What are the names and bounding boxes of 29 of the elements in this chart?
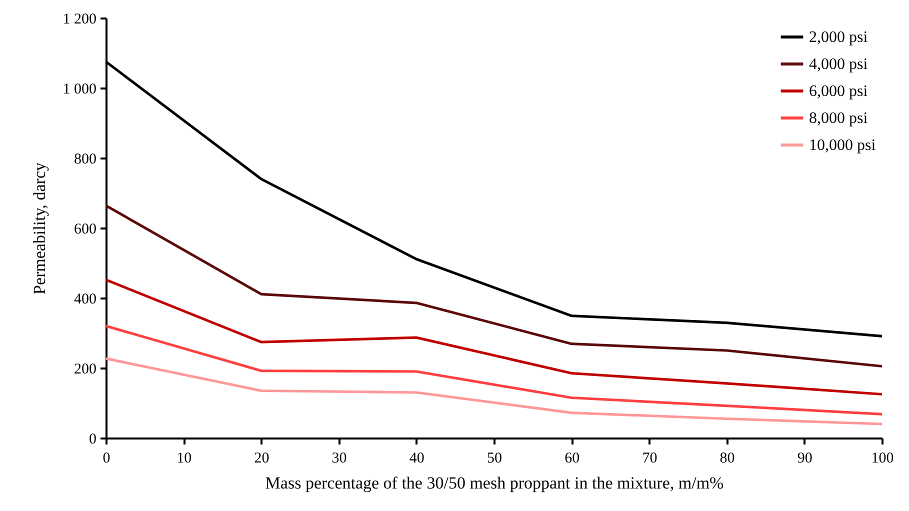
legend-label: 6,000 psi	[809, 83, 868, 100]
x-tick-label: 40	[409, 450, 424, 466]
y-axis-title: Permeability, darcy	[30, 162, 49, 295]
y-tick-label: 0	[89, 432, 96, 448]
x-tick-label: 30	[332, 450, 347, 466]
x-tick-label: 0	[102, 450, 110, 466]
x-axis-title: Mass percentage of the 30/50 mesh proppant in the mixture, m/m%	[265, 474, 724, 492]
y-tick-label: 1 000	[62, 82, 96, 98]
x-tick-label: 20	[254, 450, 270, 466]
x-tick-label: 90	[797, 450, 812, 466]
legend-label: 8,000 psi	[809, 110, 868, 127]
line-series	[104, 204, 884, 368]
line-series	[104, 357, 884, 426]
y-tick-label: 1 200	[62, 12, 96, 28]
y-tick-label: 400	[74, 292, 96, 308]
x-tick-label: 50	[487, 450, 502, 466]
x-tick-label: 100	[871, 450, 894, 466]
x-tick-label: 80	[720, 450, 735, 466]
x-tick-label: 70	[642, 450, 658, 466]
y-tick-label: 600	[74, 222, 96, 238]
line-series	[104, 278, 884, 396]
x-tick-label: 10	[176, 450, 192, 466]
legend-label: 2,000 psi	[809, 29, 868, 46]
y-tick-label: 800	[74, 152, 96, 168]
x-tick-label: 60	[564, 450, 580, 466]
y-tick-label: 200	[74, 362, 96, 378]
line-series	[104, 324, 884, 416]
legend-label: 10,000 psi	[809, 137, 876, 154]
legend-label: 4,000 psi	[809, 56, 868, 73]
